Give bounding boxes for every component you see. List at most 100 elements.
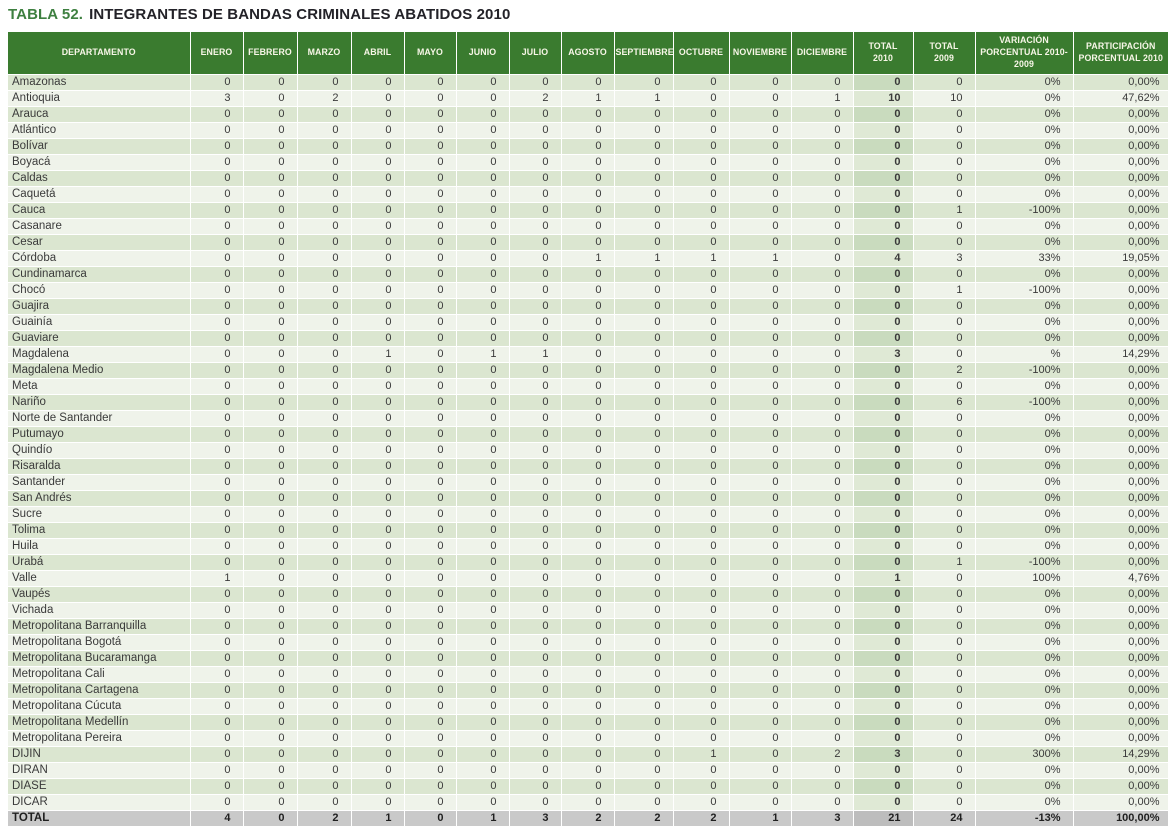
month-cell: 0 [404,682,457,699]
table-row: Tolima 0 0 0 0 0 0 0 0 0 0 0 0 0 0 0% 0,00% [8,522,1169,539]
month-cell: 0 [614,570,674,587]
table-row: Valle 1 0 0 0 0 0 0 0 0 0 0 0 1 0 100% 4,76% [8,570,1169,587]
total-2009-cell: 6 [913,394,976,411]
month-cell: 0 [404,362,457,379]
month-cell: 0 [243,650,298,667]
month-cell: 0 [509,602,562,619]
table-row: Arauca 0 0 0 0 0 0 0 0 0 0 0 0 0 0 0% 0,00% [8,106,1169,123]
variacion-cell: 0% [975,442,1074,459]
month-cell: 0 [729,106,792,123]
total-2009-cell: 0 [913,730,976,747]
month-cell: 0 [243,218,298,235]
month-cell: 0 [673,714,730,731]
table-row: Amazonas 0 0 0 0 0 0 0 0 0 0 0 0 0 0 0% 0,00% [8,74,1169,91]
month-cell: 0 [509,362,562,379]
month-cell: 0 [297,794,352,811]
total-2009-cell: 0 [913,746,976,763]
total-2009-cell: 0 [913,522,976,539]
month-cell: 0 [404,650,457,667]
month-cell: 0 [456,490,510,507]
month-cell: 1 [791,90,854,107]
department-cell: Magdalena Medio [8,362,191,379]
month-cell: 3 [190,90,244,107]
participacion-cell: 0,00% [1073,634,1169,651]
month-cell: 0 [404,90,457,107]
month-cell: 0 [561,538,615,555]
month-cell: 0 [673,282,730,299]
month-cell: 0 [791,314,854,331]
month-cell: 0 [509,74,562,91]
variacion-cell: -100% [975,394,1074,411]
total-2009-cell: 0 [913,426,976,443]
participacion-cell: 0,00% [1073,522,1169,539]
month-cell: 0 [243,634,298,651]
department-cell: Caldas [8,170,191,187]
month-cell: 0 [456,538,510,555]
month-cell: 0 [561,442,615,459]
month-cell: 0 [561,202,615,219]
month-cell: 0 [404,810,457,827]
total-2010-cell: 0 [853,186,914,203]
month-cell: 0 [673,394,730,411]
month-cell: 0 [791,426,854,443]
month-cell: 0 [791,458,854,475]
variacion-cell: -100% [975,554,1074,571]
month-cell: 0 [729,266,792,283]
month-cell: 0 [561,762,615,779]
month-cell: 0 [243,474,298,491]
column-header: JULIO [508,32,562,75]
variacion-cell: 0% [975,634,1074,651]
month-cell: 0 [297,346,352,363]
variacion-cell: 0% [975,298,1074,315]
total-2009-cell: 0 [913,106,976,123]
month-cell: 0 [729,746,792,763]
participacion-cell: 0,00% [1073,794,1169,811]
participacion-cell: 0,00% [1073,442,1169,459]
total-2009-cell: 0 [913,442,976,459]
month-cell: 0 [297,778,352,795]
month-cell: 0 [509,218,562,235]
month-cell: 0 [456,794,510,811]
department-cell: Cauca [8,202,191,219]
month-cell: 0 [404,346,457,363]
month-cell: 0 [614,442,674,459]
month-cell: 0 [729,410,792,427]
month-cell: 0 [297,730,352,747]
department-cell: Guaviare [8,330,191,347]
department-cell: Metropolitana Bucaramanga [8,650,191,667]
table-row: Metropolitana Bogotá 0 0 0 0 0 0 0 0 0 0 0 0 0 0 0% 0,00… [8,634,1169,651]
total-2009-cell: 0 [913,154,976,171]
participacion-cell: 0,00% [1073,154,1169,171]
participacion-cell: 0,00% [1073,666,1169,683]
month-cell: 0 [404,666,457,683]
variacion-cell: -13% [975,810,1074,827]
month-cell: 0 [351,682,405,699]
month-cell: 0 [614,362,674,379]
month-cell: 0 [509,298,562,315]
month-cell: 0 [456,650,510,667]
month-cell: 0 [190,378,244,395]
month-cell: 0 [614,714,674,731]
month-cell: 0 [351,138,405,155]
month-cell: 0 [791,602,854,619]
month-cell: 0 [509,458,562,475]
month-cell: 0 [729,554,792,571]
month-cell: 0 [404,698,457,715]
month-cell: 0 [190,618,244,635]
month-cell: 0 [351,714,405,731]
total-2009-cell: 0 [913,570,976,587]
table-row: Guainía 0 0 0 0 0 0 0 0 0 0 0 0 0 0 0% 0,00% [8,314,1169,331]
month-cell: 0 [404,602,457,619]
month-cell: 0 [614,186,674,203]
month-cell: 0 [791,186,854,203]
total-row: TOTAL 4 0 2 1 0 1 3 2 2 2 1 3 21 24 -13% 100,00% [8,810,1169,827]
month-cell: 0 [791,250,854,267]
month-cell: 0 [456,682,510,699]
month-cell: 0 [404,186,457,203]
month-cell: 0 [456,426,510,443]
participacion-cell: 0,00% [1073,378,1169,395]
variacion-cell: 0% [975,218,1074,235]
month-cell: 0 [456,442,510,459]
variacion-cell: 0% [975,330,1074,347]
month-cell: 0 [729,426,792,443]
